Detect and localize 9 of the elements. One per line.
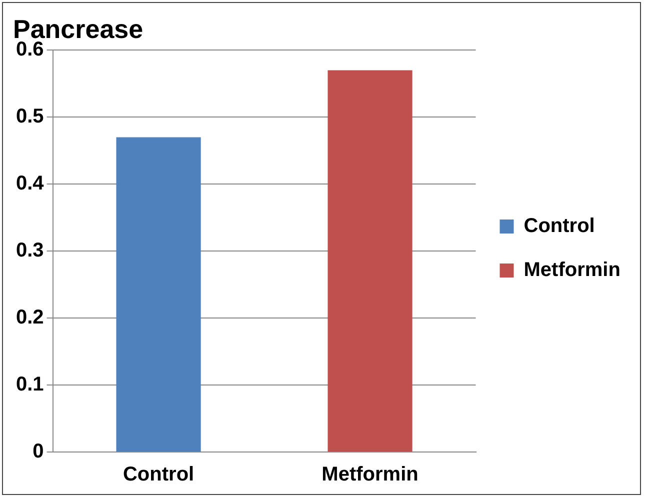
y-tick-label: 0.1 [16,374,44,396]
y-tick-label: 0.5 [16,106,44,128]
y-tick-label: 0.3 [16,240,44,262]
y-tick-label: 0.4 [16,172,45,195]
y-tick-label: 0.2 [16,306,44,329]
legend-label: Control [524,215,595,238]
y-tick-label: 0.6 [16,38,44,61]
legend-label: Metformin [524,259,620,282]
y-tick-label: 0 [32,440,44,463]
